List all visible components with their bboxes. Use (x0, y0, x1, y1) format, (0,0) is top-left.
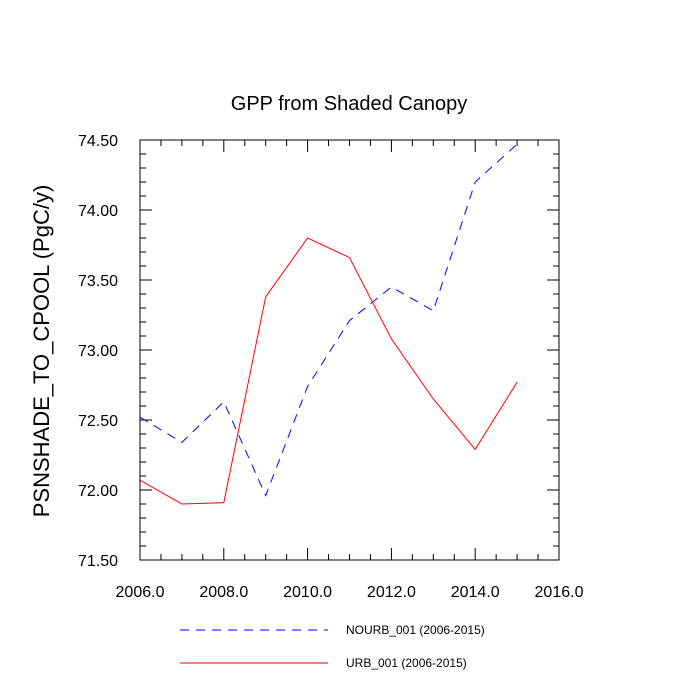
chart-title: GPP from Shaded Canopy (231, 93, 467, 115)
x-tick-label: 2006.0 (116, 584, 165, 601)
legend-label: URB_001 (2006-2015) (346, 656, 467, 670)
series-line-nourb-001 (139, 143, 518, 497)
series-line-urb-001 (139, 237, 518, 505)
axis-tick-labels: 2006.0 2008.0 2010.0 2012.0 2014.0 2016.0 71.5… (78, 133, 584, 601)
x-tick-label: 2008.0 (199, 584, 248, 601)
x-tick-label: 2014.0 (451, 584, 500, 601)
legend: NOURB_001 (2006-2015) URB_001 (2006-2015) (180, 623, 485, 670)
y-tick-label: 73.00 (78, 343, 118, 360)
y-tick-label: 71.50 (78, 553, 118, 570)
axis-ticks (139, 139, 560, 561)
x-tick-label: 2010.0 (283, 584, 332, 601)
y-tick-label: 74.50 (78, 133, 118, 150)
x-tick-label: 2012.0 (367, 584, 416, 601)
x-tick-label: 2016.0 (535, 584, 584, 601)
y-tick-label: 72.00 (78, 483, 118, 500)
y-axis-label: PSNSHADE_TO_CPOOL (PgC/y) (29, 185, 54, 518)
y-tick-label: 74.00 (78, 203, 118, 220)
y-tick-label: 72.50 (78, 413, 118, 430)
legend-label: NOURB_001 (2006-2015) (346, 623, 485, 637)
y-tick-label: 73.50 (78, 273, 118, 290)
series-lines (139, 143, 518, 505)
plot-frame (139, 139, 560, 561)
